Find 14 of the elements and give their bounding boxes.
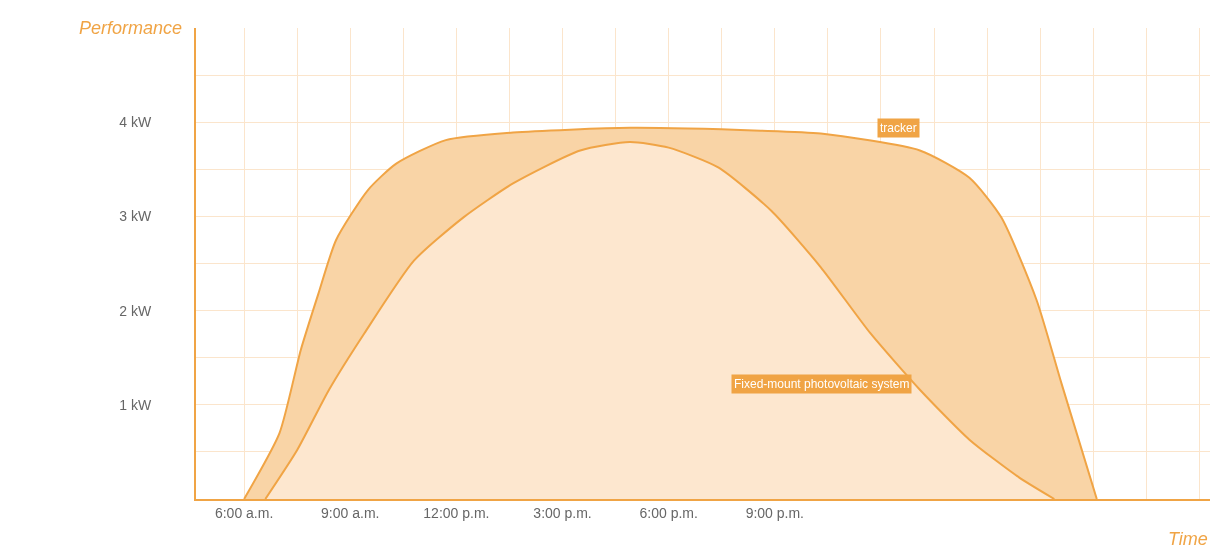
y-axis-title: Performance [79,18,183,38]
x-tick-label: 6:00 p.m. [639,504,698,521]
y-tick-label: 2 kW [119,302,152,319]
series-label: Fixed-mount photovoltaic system [734,377,910,391]
x-axis-title: Time [1168,529,1208,549]
x-tick-label: 3:00 p.m. [533,504,592,521]
x-tick-label: 6:00 a.m. [214,504,274,521]
x-tick-label: 9:00 a.m. [321,504,380,521]
y-tick-label: 4 kW [119,114,152,131]
x-tick-label: 9:00 p.m. [745,504,805,521]
series-label: tracker [880,121,917,135]
y-tick-label: 1 kW [119,396,152,413]
x-tick-label: 12:00 p.m. [423,504,490,521]
y-tick-label: 3 kW [119,208,152,225]
